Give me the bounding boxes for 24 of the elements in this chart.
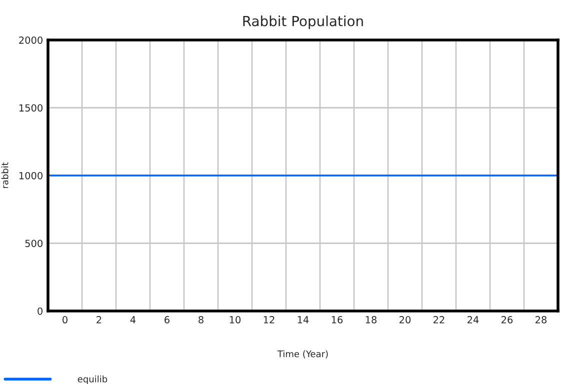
x-axis-title: Time (Year) — [277, 350, 328, 358]
y-tick-label: 2000 — [19, 36, 42, 44]
y-tick-label: 0 — [38, 307, 42, 315]
x-tick-label: 8 — [198, 316, 204, 324]
x-tick-label: 18 — [366, 316, 377, 324]
x-tick-label: 2 — [96, 316, 102, 324]
x-tick-label: 26 — [502, 316, 513, 324]
y-tick-label: 1500 — [19, 104, 42, 112]
x-tick-label: 22 — [434, 316, 444, 324]
y-tick-label: 500 — [25, 240, 42, 248]
x-tick-label: 6 — [164, 316, 170, 324]
y-axis-title: rabbit — [1, 162, 8, 188]
x-tick-label: 20 — [400, 316, 411, 324]
x-tick-label: 16 — [332, 316, 343, 324]
x-tick-label: 4 — [130, 316, 136, 324]
text: equilib — [78, 375, 108, 384]
x-tick-label: 24 — [468, 316, 479, 324]
x-tick-label: 28 — [536, 316, 547, 324]
x-tick-label: 0 — [62, 316, 68, 324]
x-tick-label: 14 — [298, 316, 309, 324]
x-tick-label: 12 — [264, 316, 274, 324]
y-tick-label: 1000 — [19, 172, 42, 180]
x-tick-label: 10 — [230, 316, 241, 324]
chart-title: Rabbit Population — [243, 16, 363, 29]
